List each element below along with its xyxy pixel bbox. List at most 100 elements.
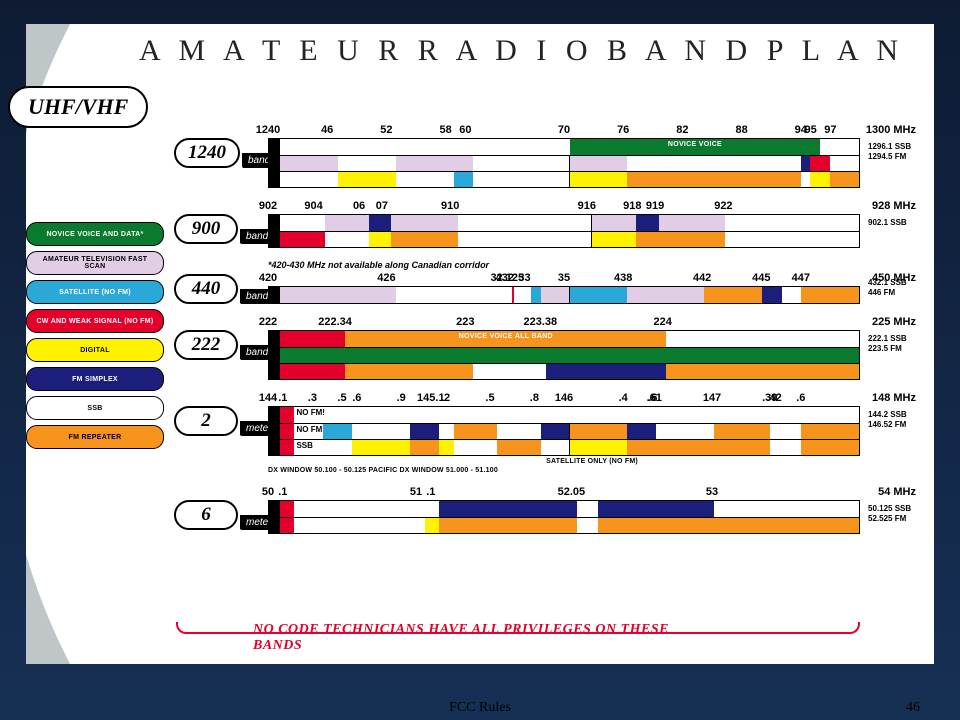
band-notes: 222.1 SSB223.5 FM	[868, 334, 918, 353]
tick: 222	[259, 316, 277, 328]
segment-atv	[627, 287, 705, 303]
tick: 902	[259, 200, 277, 212]
tick: 904	[304, 200, 322, 212]
segment-fmsimplex	[762, 287, 783, 303]
tick: 146	[555, 392, 573, 404]
segment-ssb	[294, 501, 425, 517]
tick: .1	[278, 486, 287, 498]
segment-repeater	[666, 364, 859, 379]
band-notes: 902.1 SSB	[868, 218, 918, 228]
tick: 88	[735, 124, 747, 136]
segment-ssb	[280, 215, 326, 231]
legend-item-2: SATELLITE (NO FM)	[26, 280, 164, 304]
tick: 52	[380, 124, 392, 136]
tick: 60	[459, 124, 471, 136]
tick: .1	[278, 392, 287, 404]
segment-repeater: NOVICE VOICE ALL BAND	[345, 331, 667, 347]
legend-item-6: SSB	[26, 396, 164, 420]
segment-atv	[280, 287, 397, 303]
segment-repeater	[345, 364, 473, 379]
tick-row: 42042643232.1253335438442445447450 MHz	[268, 272, 860, 286]
tick: 922	[714, 200, 732, 212]
segment-ssb	[294, 518, 425, 533]
band-label: 2meters	[174, 406, 283, 436]
tick: 919	[646, 200, 664, 212]
slide: A M A T E U R R A D I O B A N D P L A N …	[0, 0, 960, 720]
band-notes: 432.1 SSB446 FM	[868, 278, 918, 297]
band-row	[280, 517, 859, 533]
tick: 928 MHz	[872, 200, 916, 212]
segment-cw	[280, 440, 295, 455]
segment-ssb	[770, 424, 802, 439]
segment-ssb	[473, 156, 571, 171]
band-pill: 1240	[174, 138, 240, 168]
tick: 224	[653, 316, 671, 328]
segment-cw	[810, 156, 831, 171]
legend-item-1: AMATEUR TELEVISION FAST SCAN	[26, 251, 164, 275]
band-6: 50.151.152.055354 MHz6meters50.125 SSB52…	[176, 486, 916, 534]
segment-repeater	[801, 287, 859, 303]
tick: .61	[647, 392, 662, 404]
tick: 07	[376, 200, 388, 212]
band-row: NO FM!	[280, 407, 859, 423]
tick: 442	[693, 272, 711, 284]
segment-digital	[570, 440, 629, 455]
band-row	[280, 171, 859, 187]
segment-cw	[280, 232, 326, 247]
tick: 918	[623, 200, 641, 212]
tick: 53	[706, 486, 718, 498]
segment-ssb	[497, 424, 541, 439]
band-notes: 1296.1 SSB1294.5 FM	[868, 142, 918, 161]
segment-novice: NOVICE VOICE	[570, 139, 822, 155]
segment-ssb	[830, 156, 859, 171]
band-row: NO FM!	[280, 423, 859, 439]
segment-repeater	[454, 424, 498, 439]
segment-ssb	[454, 440, 498, 455]
segment-ssb	[770, 440, 802, 455]
segment-atv	[592, 215, 638, 231]
band-rows: NOVICE VOICE	[268, 138, 860, 188]
band-rows: NO FM!NO FM!SSB	[268, 406, 860, 456]
tick: 223.38	[523, 316, 557, 328]
segment-cw	[280, 331, 346, 347]
segment-digital	[592, 232, 638, 247]
band-pill: 2	[174, 406, 238, 436]
tick-row: 9029040607910916918919922928 MHz	[268, 200, 860, 214]
legend-item-5: FM SIMPLEX	[26, 367, 164, 391]
segment-label: NOVICE VOICE ALL BAND	[459, 333, 553, 340]
tick: .4	[619, 392, 628, 404]
band-row	[280, 231, 859, 247]
segment-repeater	[439, 518, 578, 533]
tick: .3	[308, 392, 317, 404]
tick: 148 MHz	[872, 392, 916, 404]
tick: .5	[337, 392, 346, 404]
segment-ssb	[782, 287, 802, 303]
segment-label: NO FM!	[296, 425, 324, 434]
band-row	[280, 501, 859, 517]
band-440: *420-430 MHz not available along Canadia…	[176, 260, 916, 304]
segment-ssb	[458, 232, 592, 247]
segment-digital	[338, 172, 397, 187]
segment-ssb	[396, 172, 455, 187]
segment-atv	[396, 156, 474, 171]
tick: 910	[441, 200, 459, 212]
band-rows	[268, 500, 860, 534]
segment-fmsimplex	[541, 424, 571, 439]
tick: 54 MHz	[878, 486, 916, 498]
slide-number: 46	[906, 700, 920, 716]
mid-label: SATELLITE ONLY (NO FM)	[268, 458, 916, 465]
segment-repeater	[598, 518, 859, 533]
segment-ssb	[577, 518, 600, 533]
band-row: NOVICE VOICE	[280, 139, 859, 155]
segment-sat	[323, 424, 353, 439]
tick: 223	[456, 316, 474, 328]
micro-note: DX WINDOW 50.100 - 50.125 PACIFIC DX WIN…	[268, 467, 916, 474]
segment-repeater	[391, 232, 459, 247]
tick: 82	[676, 124, 688, 136]
segment-repeater	[627, 172, 802, 187]
segment-ssb	[714, 501, 859, 517]
segment-atv	[391, 215, 459, 231]
segment-label: NOVICE VOICE	[668, 141, 722, 148]
band-chart-area: 124046525860707682889495971300 MHz1240ba…	[176, 124, 916, 546]
band-pill: 900	[174, 214, 238, 244]
